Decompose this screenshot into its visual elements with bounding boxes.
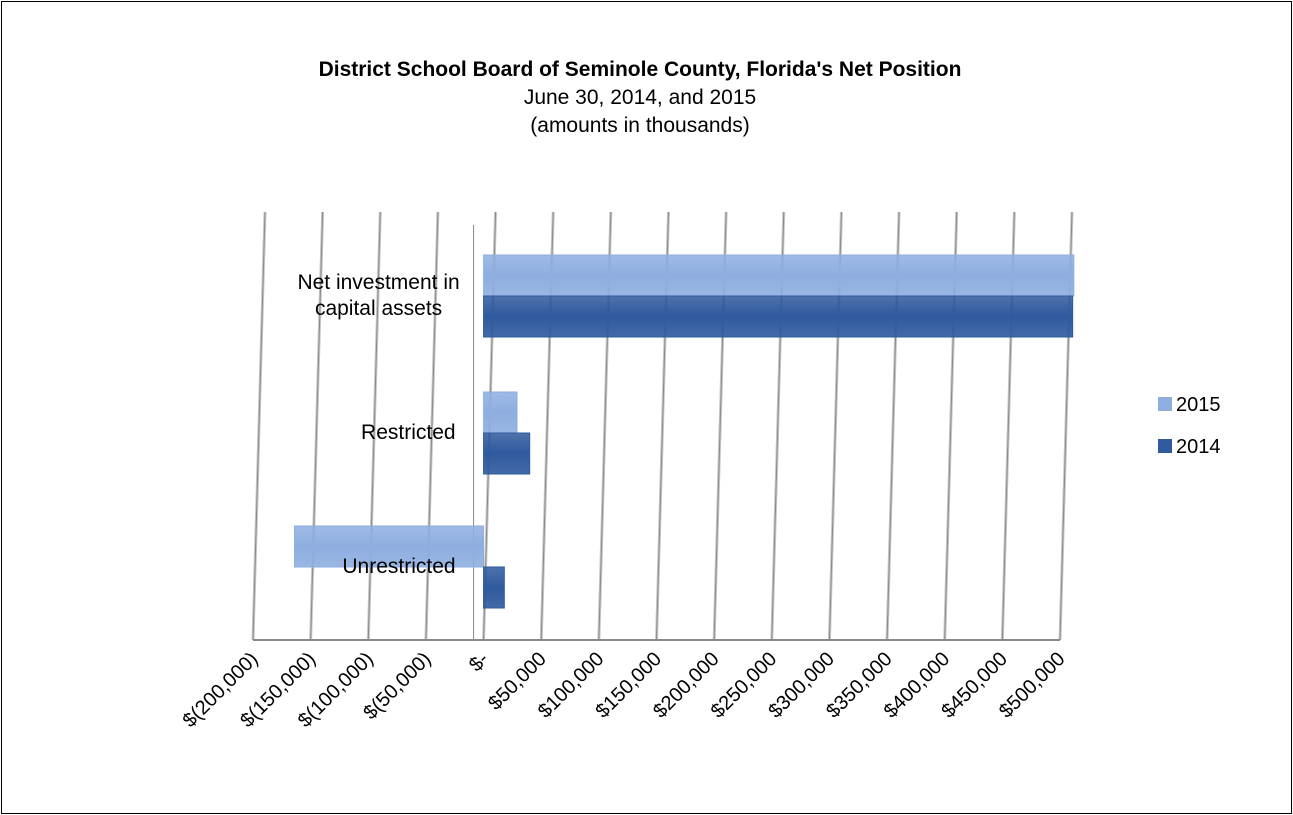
grid-line — [310, 211, 324, 641]
bar — [483, 254, 1075, 297]
grid-line — [252, 211, 266, 641]
bar — [294, 525, 485, 568]
bar — [483, 566, 505, 609]
chart-title: District School Board of Seminole County… — [319, 58, 962, 81]
bar — [483, 432, 531, 475]
y-tick-label: Restricted — [361, 421, 456, 444]
x-tick-label: $- — [465, 648, 493, 676]
bar — [483, 295, 1074, 338]
bar — [483, 391, 518, 434]
chart-subtitle: (amounts in thousands) — [530, 114, 749, 137]
chart-subtitle: June 30, 2014, and 2015 — [524, 86, 756, 109]
grid-line — [425, 211, 439, 641]
y-tick-label: Net investment in capital assets — [297, 271, 460, 320]
grid-line — [367, 211, 381, 641]
legend-swatch — [1158, 439, 1172, 453]
legend-swatch — [1158, 397, 1172, 411]
legend-label: 2014 — [1176, 436, 1221, 458]
legend-label: 2015 — [1176, 394, 1221, 416]
y-tick-label: Unrestricted — [342, 555, 456, 578]
